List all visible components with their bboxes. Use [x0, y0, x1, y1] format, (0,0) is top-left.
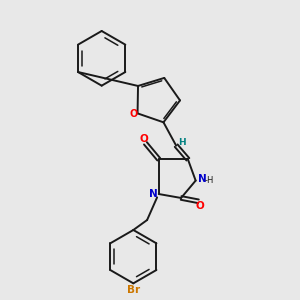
Text: H: H	[178, 139, 186, 148]
Text: N: N	[198, 174, 207, 184]
Text: O: O	[129, 110, 137, 119]
Text: Br: Br	[127, 285, 140, 295]
Text: O: O	[196, 201, 205, 211]
Text: N: N	[149, 189, 158, 199]
Text: -H: -H	[205, 176, 214, 185]
Text: O: O	[139, 134, 148, 144]
